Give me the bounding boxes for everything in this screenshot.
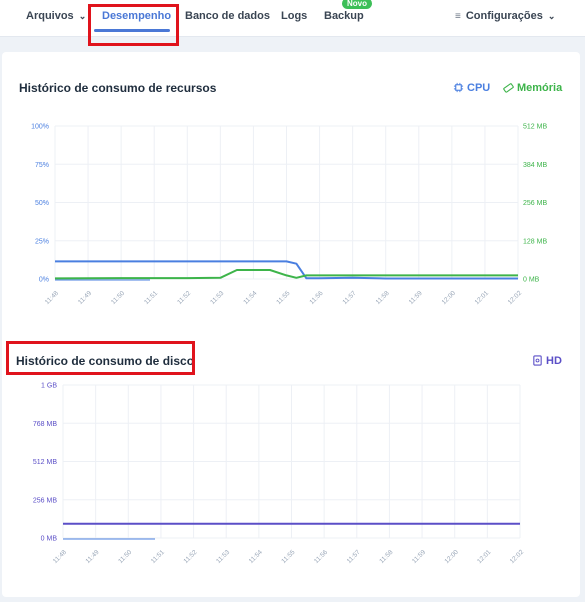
resources-chart-title: Histórico de consumo de recursos [19, 81, 217, 95]
tab-backup-label: Backup [324, 10, 364, 22]
legend-cpu-label: CPU [467, 82, 491, 94]
x-tick-label: 12:02 [509, 548, 526, 565]
tab-desempenho[interactable]: Desempenho [102, 10, 171, 22]
x-tick-label: 12:00 [443, 548, 460, 565]
x-tick-label: 11:57 [342, 290, 358, 306]
series-line-memória [54, 269, 518, 280]
y-tick-label: 0% [39, 277, 49, 284]
chevron-down-icon: ⌄ [78, 11, 87, 21]
tab-arquivos[interactable]: Arquivos ⌄ [26, 10, 86, 22]
tab-config-label: Configurações [465, 10, 543, 22]
y-tick-label: 75% [35, 162, 49, 169]
x-tick-label: 11:54 [248, 549, 264, 565]
legend-cpu[interactable]: CPU [453, 82, 490, 94]
x-tick-label: 11:55 [280, 549, 296, 565]
legend-hd-label: HD [546, 355, 562, 367]
y2-tick-label: 128 MB [523, 238, 547, 245]
y-tick-label: 0 MB [41, 536, 58, 543]
tab-banco-de-dados[interactable]: Banco de dados [185, 10, 270, 22]
memory-icon [503, 83, 514, 93]
y2-tick-label: 512 MB [523, 124, 547, 131]
x-tick-label: 11:51 [143, 290, 159, 306]
x-tick-label: 12:01 [476, 548, 493, 565]
top-navigation: Arquivos ⌄ Desempenho Banco de dados Logs… [0, 0, 585, 37]
x-tick-label: 12:01 [474, 289, 491, 306]
disk-chart-title: Histórico de consumo de disco [16, 354, 195, 368]
y-tick-label: 256 MB [33, 497, 57, 504]
x-tick-label: 11:51 [150, 549, 166, 565]
y-tick-label: 768 MB [33, 421, 57, 428]
x-tick-label: 11:56 [313, 549, 329, 565]
y2-tick-label: 256 MB [523, 200, 547, 207]
x-tick-label: 11:53 [209, 290, 225, 306]
legend-hd[interactable]: HD [532, 355, 562, 367]
legend-memoria-label: Memória [517, 82, 563, 94]
x-tick-label: 11:58 [378, 549, 394, 565]
legend-memoria[interactable]: Memória [503, 82, 562, 94]
tab-backup[interactable]: Backup [324, 10, 364, 22]
new-badge: Novo [342, 0, 372, 9]
x-tick-label: 11:52 [176, 290, 192, 306]
y-tick-label: 25% [35, 238, 49, 245]
x-tick-label: 12:00 [441, 289, 458, 306]
y-tick-label: 512 MB [33, 459, 57, 466]
y2-tick-label: 384 MB [523, 162, 547, 169]
active-tab-indicator [94, 29, 170, 32]
y-tick-label: 50% [35, 200, 49, 207]
x-tick-label: 11:48 [52, 549, 68, 565]
chevron-down-icon: ⌄ [547, 11, 556, 21]
x-tick-label: 11:49 [77, 290, 93, 306]
tab-configuracoes[interactable]: ≡ Configurações ⌄ [455, 10, 555, 22]
x-tick-label: 11:55 [275, 290, 291, 306]
x-tick-label: 11:48 [44, 290, 60, 306]
x-tick-label: 11:49 [85, 549, 101, 565]
tab-arquivos-label: Arquivos [26, 10, 74, 22]
y-tick-label: 100% [31, 124, 49, 131]
sliders-icon: ≡ [455, 11, 461, 22]
x-tick-label: 11:52 [182, 549, 198, 565]
y-tick-label: 1 GB [41, 383, 57, 390]
x-tick-label: 11:53 [215, 549, 231, 565]
chip-icon [453, 82, 464, 93]
x-tick-label: 11:59 [408, 290, 424, 306]
series-line-cpu [55, 260, 518, 280]
x-tick-label: 12:02 [507, 289, 524, 306]
x-tick-label: 11:58 [375, 290, 391, 306]
tab-logs[interactable]: Logs [281, 10, 307, 22]
tab-desempenho-label: Desempenho [102, 10, 172, 22]
y2-tick-label: 0 MB [523, 277, 540, 284]
x-tick-label: 11:50 [117, 549, 133, 565]
x-tick-label: 11:59 [411, 549, 427, 565]
tab-banco-label: Banco de dados [185, 10, 270, 22]
x-tick-label: 11:57 [346, 549, 362, 565]
tab-logs-label: Logs [281, 10, 308, 22]
x-tick-label: 11:56 [308, 290, 324, 306]
x-tick-label: 11:54 [242, 290, 258, 306]
x-tick-label: 11:50 [110, 290, 126, 306]
hard-drive-icon [533, 355, 542, 366]
